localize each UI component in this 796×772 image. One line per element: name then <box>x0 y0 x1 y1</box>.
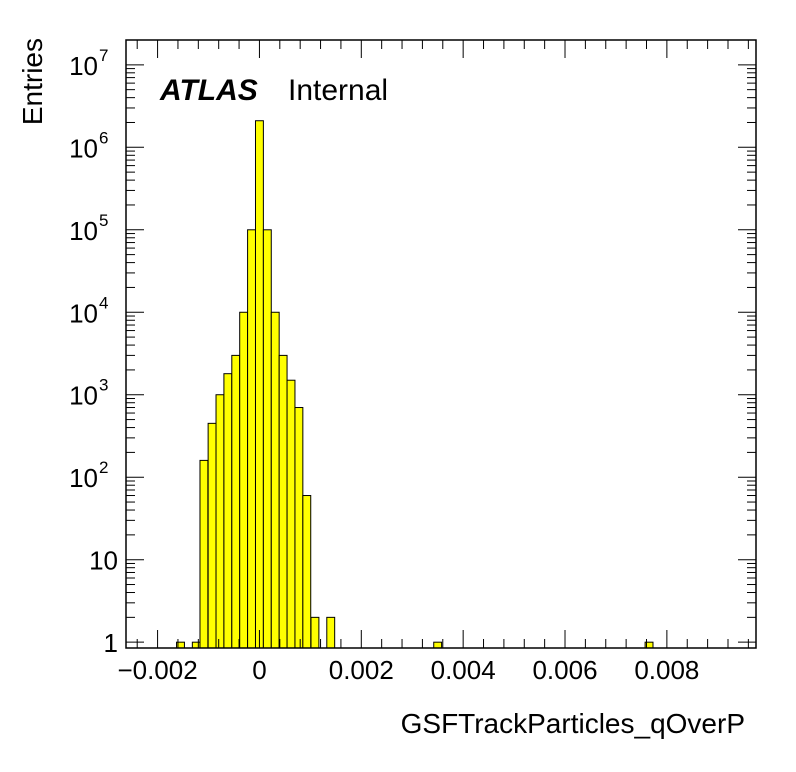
histogram-bar <box>270 311 280 649</box>
x-tick-label: 0.002 <box>329 655 394 685</box>
x-tick-label: 0 <box>252 655 266 685</box>
axis-ticks <box>126 39 756 648</box>
y-tick-exponent: 2 <box>99 458 108 477</box>
y-axis-title: Entries <box>17 38 48 125</box>
y-tick-label: 10 <box>69 463 98 493</box>
x-tick-label: 0.004 <box>431 655 496 685</box>
y-tick-label: 10 <box>69 216 98 246</box>
histogram-bar <box>215 394 225 649</box>
histogram-bar <box>326 616 336 649</box>
histogram-bar <box>254 120 264 649</box>
y-tick-exponent: 4 <box>99 293 108 312</box>
x-tick-label: 0.008 <box>634 655 699 685</box>
histogram-bars <box>176 120 654 649</box>
y-tick-label: 1 <box>104 628 118 658</box>
internal-label: Internal <box>288 74 388 107</box>
y-tick-label: 10 <box>89 546 118 576</box>
histogram-bar <box>191 641 201 649</box>
y-tick-label: 10 <box>69 298 98 328</box>
histogram-bar <box>433 641 443 649</box>
histogram-bar <box>207 422 217 649</box>
x-axis-title: GSFTrackParticles_qOverP <box>401 708 745 739</box>
histogram-bar <box>262 229 272 649</box>
y-tick-exponent: 7 <box>99 46 108 65</box>
histogram-bar <box>310 616 320 649</box>
atlas-label: ATLAS <box>159 74 258 107</box>
histogram-bar <box>239 311 249 649</box>
histogram-bar <box>223 373 233 649</box>
histogram-bar <box>278 354 288 649</box>
x-tick-labels: −0.002 0 0.002 0.004 0.006 0.008 <box>117 655 699 685</box>
y-tick-label: 10 <box>69 133 98 163</box>
y-tick-exponent: 6 <box>99 128 108 147</box>
x-tick-label: −0.002 <box>117 655 197 685</box>
histogram-bar <box>286 379 296 649</box>
y-tick-label: 10 <box>69 381 98 411</box>
x-tick-label: 0.006 <box>532 655 597 685</box>
histogram-bar <box>247 229 256 649</box>
histogram-bar <box>231 354 241 649</box>
histogram-bar <box>302 495 312 649</box>
plot-frame <box>125 39 757 649</box>
histogram-bar <box>199 459 209 649</box>
y-tick-label: 10 <box>69 51 98 81</box>
histogram-bar <box>294 407 304 649</box>
y-tick-exponent: 3 <box>99 376 108 395</box>
y-tick-exponent: 5 <box>99 211 108 230</box>
